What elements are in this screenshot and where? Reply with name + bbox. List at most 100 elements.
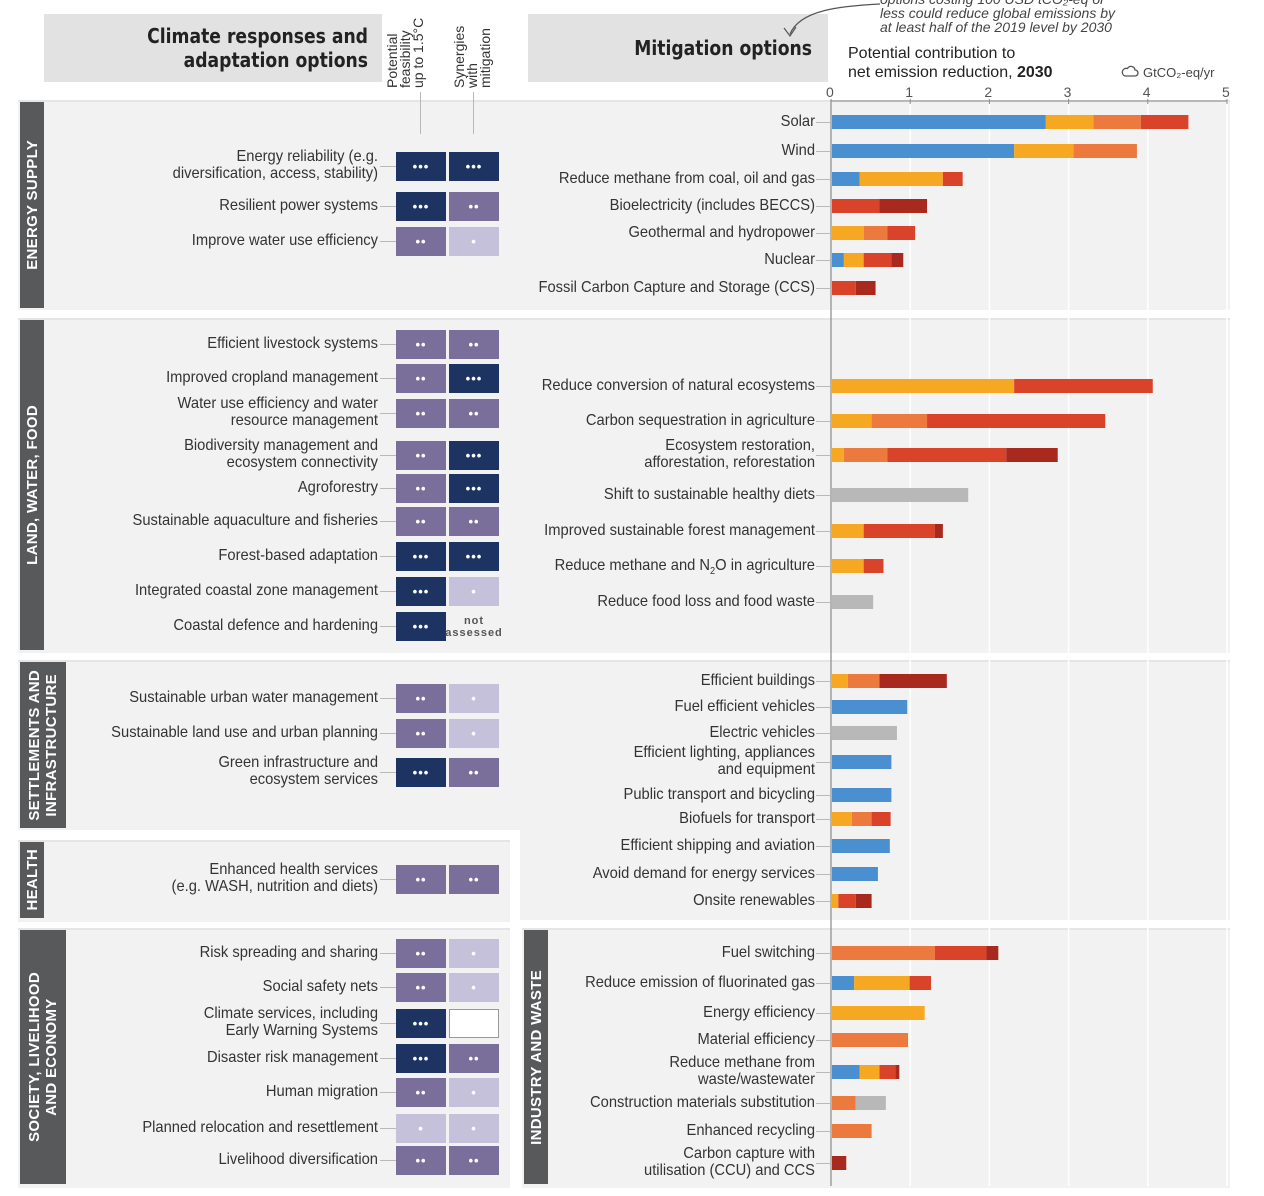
bar-segment [832, 448, 844, 462]
bar-segment [832, 1156, 847, 1170]
synergy-box: •• [449, 1146, 499, 1175]
leader-line [816, 122, 831, 123]
bar-segment [832, 700, 908, 714]
bar-segment [832, 1033, 909, 1047]
sector-label-land: LAND, WATER, FOOD [20, 320, 44, 650]
tick-label-5: 5 [1222, 84, 1230, 100]
adaptation-header-title: Climate responses and adaptation options [147, 24, 368, 72]
bar-segment [879, 1065, 896, 1079]
leader-line [816, 260, 831, 261]
leader-line [380, 698, 396, 699]
leader-line [816, 1040, 831, 1041]
mitigation-label: Reduce methane from waste/wastewater [669, 1054, 815, 1088]
bar-segment [832, 199, 880, 213]
adaptation-label: Improve water use efficiency [191, 231, 378, 249]
bar-segment [832, 379, 1015, 393]
mitigation-label: Carbon sequestration in agriculture [585, 411, 815, 429]
chart-title-text: net emission reduction, [848, 64, 1017, 81]
synergy-box: •• [449, 330, 499, 359]
feasibility-box: •• [396, 399, 446, 428]
feasibility-box: •• [396, 684, 446, 713]
mitigation-label: Reduce methane and N2O in agriculture [554, 556, 815, 577]
mitigation-label: Reduce methane from coal, oil and gas [558, 169, 815, 187]
leader-line [816, 179, 831, 180]
bar-segment [859, 172, 943, 186]
bar-segment [934, 946, 987, 960]
sector-label-industry: INDUSTRY AND WASTE [524, 930, 548, 1184]
bar-segment [863, 559, 884, 573]
mitigation-header-title: Mitigation options [634, 36, 812, 60]
band-land [18, 318, 1230, 653]
bar-segment [832, 281, 856, 295]
sector-label-society: SOCIETY, LIVELIHOOD AND ECONOMY [20, 930, 66, 1184]
leader-line [380, 1160, 396, 1161]
not-assessed-label: not assessed [445, 614, 503, 639]
leader-line [816, 288, 831, 289]
leader-line [816, 846, 831, 847]
bar-segment [832, 1065, 860, 1079]
leader-line [816, 983, 831, 984]
adaptation-label: Sustainable urban water management [129, 688, 378, 706]
adaptation-label: Biodiversity management and ecosystem co… [184, 437, 378, 471]
leader-line [380, 591, 396, 592]
band-energy [18, 100, 1230, 310]
leader-line [380, 413, 396, 414]
feasibility-box: •• [396, 364, 446, 393]
leader-line [380, 953, 396, 954]
synergy-box: • [449, 939, 499, 968]
feasibility-box: •• [396, 865, 446, 894]
annotation-note: options costing 100 USD tCO₂-eq or less … [880, 0, 1116, 35]
mitigation-label: Reduce emission of fluorinated gas [585, 973, 815, 991]
mitigation-label: Efficient lighting, appliances and equip… [633, 744, 815, 778]
sector-label-health: HEALTH [20, 842, 44, 918]
bar-segment [934, 524, 943, 538]
synergy-box: • [449, 577, 499, 606]
bar-segment [1014, 144, 1074, 158]
adaptation-label: Livelihood diversification [218, 1150, 378, 1168]
bar-segment [832, 726, 897, 740]
feasibility-box: ••• [396, 1044, 446, 1073]
mitigation-label: Wind [781, 141, 815, 159]
leader-line [380, 1128, 396, 1129]
leader-line [816, 531, 831, 532]
synergy-box: •• [449, 507, 499, 536]
leader-line [816, 206, 831, 207]
feasibility-box: ••• [396, 152, 446, 181]
leader-line [816, 151, 831, 152]
mitigation-label: Enhanced recycling [686, 1121, 815, 1139]
feasibility-box: •• [396, 227, 446, 256]
leader-line [380, 206, 396, 207]
bar-segment [863, 226, 888, 240]
tick-label-1: 1 [905, 84, 913, 100]
leader-line [816, 819, 831, 820]
leader-line [816, 762, 831, 763]
leader-line [380, 488, 396, 489]
bar-segment [832, 488, 969, 502]
mitigation-label: Reduce food loss and food waste [597, 592, 815, 610]
feasibility-box: ••• [396, 542, 446, 571]
bar-segment [832, 172, 860, 186]
bar-segment [1006, 448, 1058, 462]
bar-segment [832, 524, 864, 538]
leader-line [380, 772, 396, 773]
feasibility-box: •• [396, 441, 446, 470]
bar-segment [832, 946, 935, 960]
synergies-leader-line [473, 92, 474, 134]
bar-segment [1093, 115, 1141, 129]
synergy-box: ••• [449, 364, 499, 393]
adaptation-label: Risk spreading and sharing [199, 943, 378, 961]
leader-line [380, 344, 396, 345]
mitigation-label: Nuclear [764, 250, 815, 268]
mitigation-label: Efficient shipping and aviation [620, 836, 815, 854]
bar-segment [832, 867, 878, 881]
adaptation-label: Efficient livestock systems [207, 334, 378, 352]
leader-line [380, 1058, 396, 1059]
bar-segment [859, 1065, 880, 1079]
feasibility-box: •• [396, 1146, 446, 1175]
leader-line [816, 707, 831, 708]
leader-line [380, 521, 396, 522]
mitigation-label: Bioelectricity (includes BECCS) [609, 196, 815, 214]
synergy-box: •• [449, 1044, 499, 1073]
leader-line [816, 901, 831, 902]
